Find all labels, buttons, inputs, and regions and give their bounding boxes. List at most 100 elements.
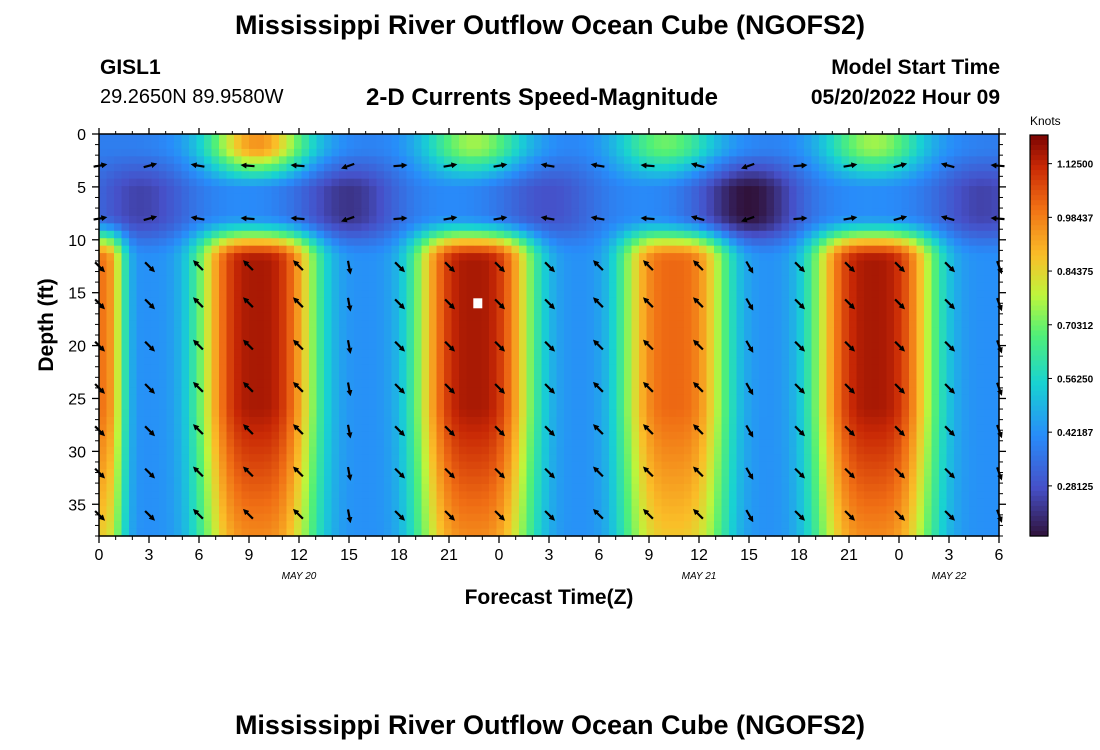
heat-cell — [661, 335, 670, 344]
heat-cell — [241, 327, 250, 336]
heat-cell — [249, 364, 258, 373]
heat-cell — [354, 297, 363, 306]
heat-cell — [541, 260, 550, 269]
heat-cell — [361, 409, 370, 418]
heat-cell — [114, 521, 123, 530]
heat-cell — [421, 528, 430, 537]
heat-cell — [549, 416, 558, 425]
heat-cell — [399, 349, 408, 358]
heat-cell — [286, 513, 295, 522]
heat-cell — [556, 201, 565, 210]
heat-cell — [99, 290, 108, 299]
heat-cell — [774, 446, 783, 455]
heat-cell — [159, 379, 168, 388]
heat-cell — [234, 521, 243, 530]
heat-cell — [639, 275, 648, 284]
heat-cell — [331, 439, 340, 448]
heat-cell — [586, 349, 595, 358]
heat-cell — [174, 521, 183, 530]
heat-cell — [669, 506, 678, 515]
heat-cell — [234, 268, 243, 277]
heat-cell — [421, 342, 430, 351]
heat-cell — [391, 387, 400, 396]
heat-cell — [631, 394, 640, 403]
heat-cell — [294, 290, 303, 299]
heat-cell — [601, 402, 610, 411]
heat-cell — [691, 394, 700, 403]
heat-cell — [249, 483, 258, 492]
heat-cell — [526, 268, 535, 277]
heat-cell — [586, 491, 595, 500]
heat-cell — [586, 230, 595, 239]
heat-cell — [496, 372, 505, 381]
heat-cell — [384, 134, 393, 143]
heat-cell — [534, 498, 543, 507]
heat-cell — [744, 320, 753, 329]
heat-cell — [571, 305, 580, 314]
heat-cell — [211, 342, 220, 351]
heat-cell — [781, 528, 790, 537]
heat-cell — [114, 134, 123, 143]
heat-cell — [706, 253, 715, 262]
heat-cell — [616, 253, 625, 262]
heat-cell — [241, 521, 250, 530]
heat-cell — [279, 312, 288, 321]
heat-cell — [429, 178, 438, 187]
heat-cell — [451, 171, 460, 180]
heat-cell — [466, 260, 475, 269]
heat-cell — [376, 364, 385, 373]
heat-cell — [571, 409, 580, 418]
heat-cell — [414, 156, 423, 165]
heat-cell — [474, 439, 483, 448]
heat-cell — [204, 402, 213, 411]
heat-cell — [481, 178, 490, 187]
heat-cell — [631, 364, 640, 373]
heat-cell — [189, 141, 198, 150]
heat-cell — [204, 506, 213, 515]
heat-cell — [361, 431, 370, 440]
heat-cell — [414, 201, 423, 210]
heat-cell — [691, 342, 700, 351]
heat-cell — [579, 186, 588, 195]
heat-cell — [759, 148, 768, 157]
heat-cell — [774, 491, 783, 500]
heat-cell — [384, 379, 393, 388]
heat-cell — [609, 454, 618, 463]
heat-cell — [721, 469, 730, 478]
heat-cell — [564, 364, 573, 373]
heat-cell — [211, 238, 220, 247]
heat-cell — [301, 141, 310, 150]
heat-cell — [286, 476, 295, 485]
heat-cell — [481, 305, 490, 314]
heat-cell — [196, 253, 205, 262]
heat-cell — [594, 364, 603, 373]
heat-cell — [384, 163, 393, 172]
heat-cell — [151, 245, 160, 254]
heat-cell — [721, 387, 730, 396]
heat-cell — [571, 186, 580, 195]
heat-cell — [586, 469, 595, 478]
heat-cell — [586, 312, 595, 321]
heat-cell — [759, 513, 768, 522]
heat-cell — [564, 305, 573, 314]
heat-cell — [519, 156, 528, 165]
heat-cell — [241, 498, 250, 507]
heat-cell — [159, 424, 168, 433]
heat-cell — [624, 461, 633, 470]
heat-cell — [751, 275, 760, 284]
heat-cell — [181, 327, 190, 336]
heat-cell — [136, 201, 145, 210]
heat-cell — [474, 513, 483, 522]
heat-cell — [489, 394, 498, 403]
heat-cell — [226, 439, 235, 448]
heat-cell — [466, 454, 475, 463]
heat-cell — [466, 193, 475, 202]
heat-cell — [339, 483, 348, 492]
heat-cell — [354, 498, 363, 507]
heat-cell — [751, 446, 760, 455]
heat-cell — [249, 290, 258, 299]
heat-cell — [181, 268, 190, 277]
heat-cell — [324, 335, 333, 344]
heat-cell — [324, 260, 333, 269]
heat-cell — [511, 201, 520, 210]
